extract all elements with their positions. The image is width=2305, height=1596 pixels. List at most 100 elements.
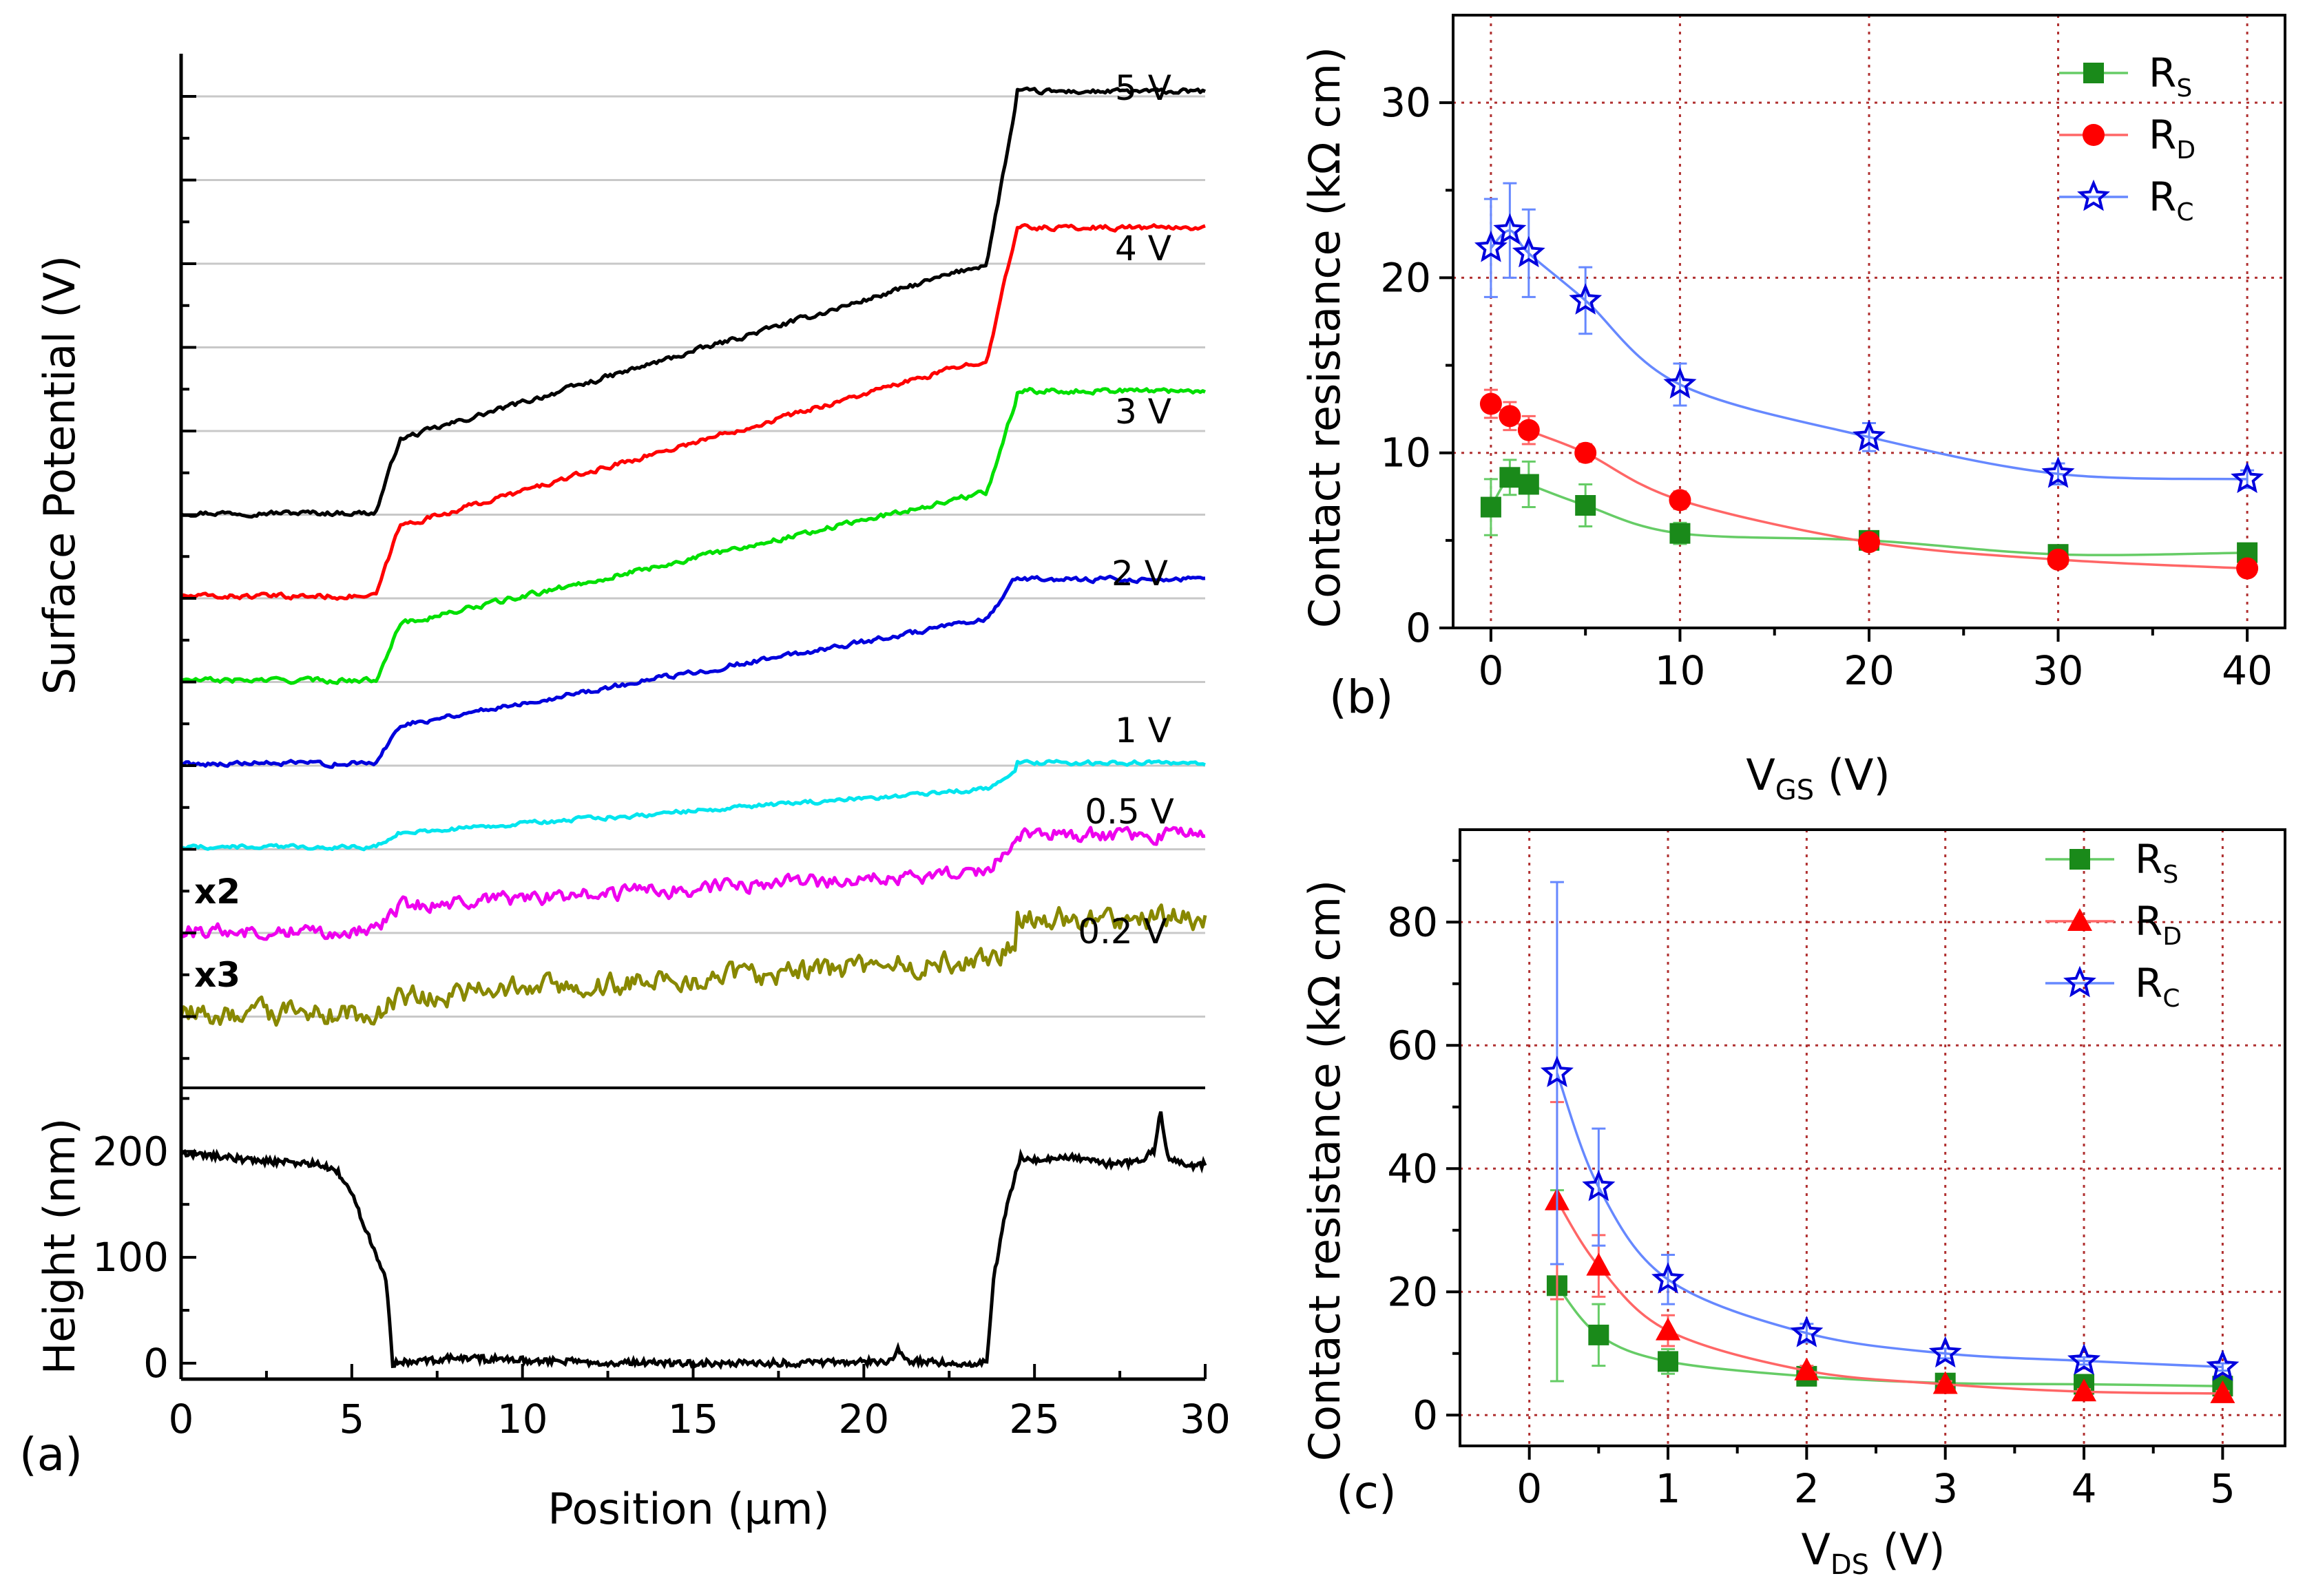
panel-c-y-tick-label: 80 xyxy=(1387,899,1438,945)
potential-curve-2V xyxy=(180,574,1206,769)
data-point-S xyxy=(1669,523,1691,544)
panel-b-y-tick-label: 0 xyxy=(1406,605,1431,651)
data-point-C xyxy=(1493,213,1527,245)
data-point-D xyxy=(1574,441,1597,464)
panel-c-x-tick-label: 5 xyxy=(2210,1465,2235,1512)
potential-curve-4V xyxy=(180,223,1206,601)
panel-c-axes: 0 1 2 3 4 5 0 20 40 60 80 xyxy=(1387,828,2286,1512)
panel-c-x-tick-label: 4 xyxy=(2072,1465,2097,1512)
panel-c-x-tick-label: 1 xyxy=(1656,1465,1681,1512)
panel-a-potential-curves xyxy=(179,86,1207,1027)
potential-curve-05V xyxy=(179,826,1206,941)
data-point-C xyxy=(1663,367,1697,399)
legend-marker-C xyxy=(2063,965,2096,998)
panel-a-x-tick-label: 30 xyxy=(1180,1396,1231,1442)
data-point-C xyxy=(2067,1343,2101,1375)
data-point-D xyxy=(1794,1357,1819,1380)
potential-curve-02V xyxy=(179,903,1207,1027)
panel-c-frame xyxy=(1459,828,2286,1447)
panel-b-x-tick-label: 10 xyxy=(1655,647,1706,694)
panel-c-xlabel-main: V xyxy=(1801,1524,1830,1575)
legend-label-C: RC xyxy=(2135,960,2180,1013)
series-line-C xyxy=(1556,1072,2223,1369)
curve-label-5V: 5 V xyxy=(1115,68,1171,108)
panel-c-y-tick-label: 60 xyxy=(1387,1022,1438,1069)
data-point-S xyxy=(1575,495,1596,516)
data-point-C xyxy=(1582,1169,1616,1201)
legend-marker-S xyxy=(2083,63,2104,83)
potential-curve-3V xyxy=(180,386,1207,685)
height-profile-line xyxy=(180,1111,1207,1370)
data-point-D xyxy=(2047,548,2069,571)
data-point-D xyxy=(2236,557,2259,580)
data-point-S xyxy=(1518,474,1539,495)
data-point-C xyxy=(2206,1350,2240,1381)
data-point-C xyxy=(2231,461,2264,494)
data-point-S xyxy=(1480,496,1501,518)
legend-label-main-S: R xyxy=(2149,50,2176,96)
panel-b-x-tick-label: 20 xyxy=(1844,647,1895,694)
curve-label-05V: 0.5 V xyxy=(1085,792,1174,832)
data-point-S xyxy=(1658,1351,1679,1372)
data-point-D xyxy=(2072,1378,2097,1402)
data-point-S xyxy=(1499,467,1521,488)
data-point-C xyxy=(1512,235,1545,268)
data-point-D xyxy=(1656,1317,1681,1341)
panel-b-label: (b) xyxy=(1329,671,1393,724)
data-point-D xyxy=(1479,392,1502,415)
data-point-D xyxy=(2210,1380,2235,1403)
panel-b-series xyxy=(1474,182,2264,580)
data-point-D xyxy=(1669,489,1691,512)
legend-label-sub-C: C xyxy=(2176,198,2193,227)
data-point-D xyxy=(1586,1252,1612,1276)
potential-curve-1V xyxy=(180,759,1206,852)
legend-label-S: RS xyxy=(2149,50,2192,103)
panel-b-xlabel-main: V xyxy=(1746,750,1775,800)
legend-marker-D xyxy=(2083,124,2105,146)
curve-label-4V: 4 V xyxy=(1115,229,1171,269)
panel-c-series xyxy=(1540,881,2240,1403)
legend-label-sub-D: D xyxy=(2176,136,2196,165)
panel-c-xlabel-unit: (V) xyxy=(1869,1524,1946,1575)
legend-label-main-C: R xyxy=(2135,960,2162,1007)
panel-c-y-tick-label: 0 xyxy=(1412,1392,1438,1438)
legend-marker-S xyxy=(2069,849,2090,870)
legend-label-main-D: R xyxy=(2135,898,2162,945)
panel-b-xlabel: VGS (V) xyxy=(1746,750,1890,806)
data-point-D xyxy=(1858,531,1880,554)
legend-label-main-C: R xyxy=(2149,174,2176,220)
panel-c-y-tick-label: 20 xyxy=(1387,1268,1438,1315)
panel-b-xlabel-unit: (V) xyxy=(1814,750,1890,800)
panel-c-xlabel: VDS (V) xyxy=(1801,1524,1945,1581)
panel-a-x-tick-label: 20 xyxy=(838,1396,889,1442)
data-point-C xyxy=(1928,1336,1962,1368)
legend-label-sub-S: S xyxy=(2162,861,2178,889)
data-point-C xyxy=(2041,456,2075,488)
legend-marker-C xyxy=(2077,179,2110,211)
panel-a-height-tick-label: 200 xyxy=(92,1128,169,1175)
data-point-C xyxy=(1569,283,1603,315)
panel-a-height-profile xyxy=(180,1111,1207,1370)
panel-c-x-tick-label: 0 xyxy=(1516,1465,1542,1512)
panel-c-label: (c) xyxy=(1336,1466,1397,1519)
legend-label-sub-C: C xyxy=(2162,985,2180,1013)
panel-b-y-tick-label: 10 xyxy=(1380,430,1431,476)
series-line-S xyxy=(1556,1285,2223,1387)
panel-c-x-tick-label: 2 xyxy=(1794,1465,1819,1512)
data-point-C xyxy=(1853,419,1886,452)
data-point-S xyxy=(1588,1324,1609,1345)
panel-a-x-tick-label: 25 xyxy=(1009,1396,1060,1442)
panel-a-height-tick-label: 0 xyxy=(143,1340,169,1387)
panel-c-x-tick-label: 3 xyxy=(1932,1465,1958,1512)
panel-a-ylabel-height: Height (nm) xyxy=(34,1118,85,1375)
multiplier-label-x3: x3 xyxy=(194,955,240,995)
panel-b-x-tick-label: 0 xyxy=(1478,647,1503,694)
legend-marker-D xyxy=(2067,908,2092,931)
panel-a-label: (a) xyxy=(19,1428,83,1481)
panel-a-x-tick-label: 15 xyxy=(668,1396,719,1442)
data-point-D xyxy=(1517,419,1540,441)
panel-c-y-tick-label: 40 xyxy=(1387,1145,1438,1192)
panel-a-axes: 0 100 200 0 5 10 15 20 25 30 xyxy=(92,54,1231,1442)
